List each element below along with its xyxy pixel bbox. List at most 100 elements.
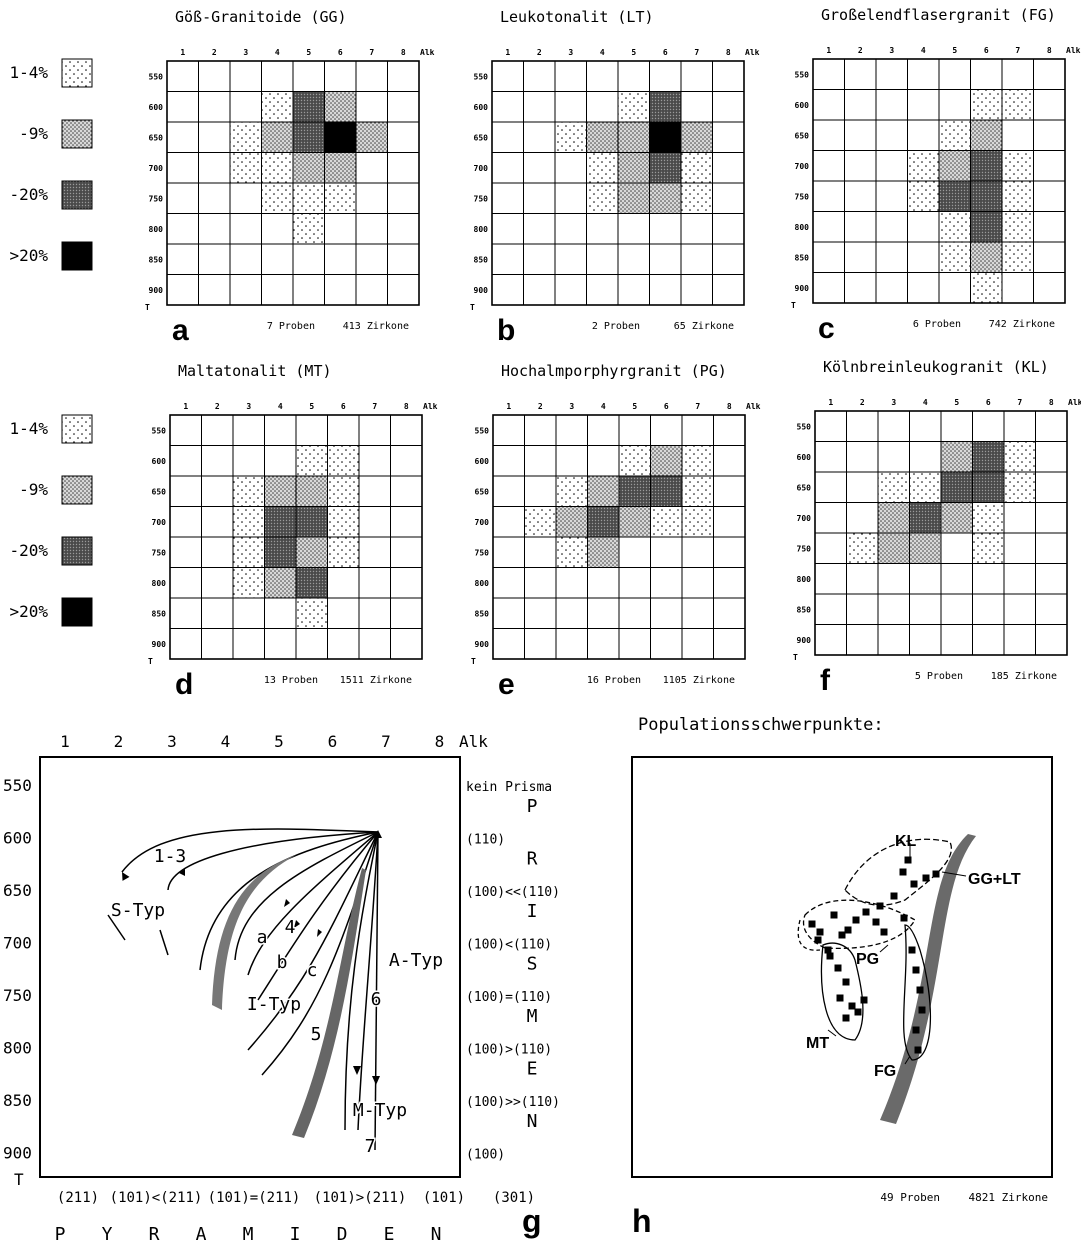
- panel-row-label: 900: [797, 636, 812, 645]
- filled-cell: [972, 441, 1005, 473]
- population-point: [910, 880, 918, 888]
- filled-cell: [264, 506, 297, 538]
- grid-cell: [812, 272, 845, 304]
- panel-col-label: 1: [505, 48, 510, 57]
- grid-cell: [812, 241, 845, 273]
- panel-row-label: 650: [795, 131, 810, 140]
- panel-col-label: 7: [1017, 398, 1022, 407]
- typology-annotation: b: [277, 952, 288, 973]
- filled-cell: [555, 536, 588, 568]
- legend-swatch-1: [61, 119, 93, 149]
- grid-cell: [907, 89, 940, 121]
- panel-col-label: 3: [568, 48, 573, 57]
- population-point: [918, 1006, 926, 1014]
- grid-panels: Göß-Granitoide (GG) 1 2 3 4 5 6 7 8 Alk 550 600 650 7…: [145, 6, 1081, 701]
- grid-cell: [844, 272, 877, 304]
- filled-cell: [938, 211, 971, 243]
- panel-row-label: 650: [152, 487, 167, 496]
- grid-cell: [523, 274, 556, 306]
- panel-col-label: 8: [1047, 46, 1052, 55]
- filled-cell: [938, 150, 971, 182]
- grid-cell: [844, 119, 877, 151]
- typology-right-letter: P: [527, 796, 538, 817]
- population-point: [836, 994, 844, 1002]
- outline-left-dashed: [797, 919, 821, 951]
- population-point: [862, 908, 870, 916]
- grid-cell: [940, 410, 973, 442]
- panel-row-label: 750: [475, 548, 490, 557]
- panel-col-label: 8: [727, 402, 732, 411]
- panel-col-unit: Alk: [420, 48, 435, 57]
- grid-cell: [617, 243, 650, 275]
- filled-cell: [587, 536, 620, 568]
- population-point: [826, 952, 834, 960]
- population-group-label: FG: [874, 1063, 896, 1080]
- panel-col-label: 7: [1015, 46, 1020, 55]
- grid-cell: [938, 58, 971, 90]
- filled-cell: [649, 152, 682, 184]
- panel-col-label: 4: [923, 398, 928, 407]
- grid-cell: [292, 274, 325, 306]
- grid-cell: [877, 593, 910, 625]
- filled-cell: [938, 180, 971, 212]
- panel-zircons: 742 Zirkone: [989, 319, 1055, 330]
- filled-cell: [295, 567, 328, 599]
- panel-row-label: 650: [475, 487, 490, 496]
- filled-cell: [292, 91, 325, 123]
- grid-cell: [524, 597, 557, 629]
- legend-label-0: 1-4%: [9, 63, 48, 82]
- panel-col-label: 2: [537, 48, 542, 57]
- legend-label-2: -20%: [9, 541, 48, 560]
- grid-cell: [812, 58, 845, 90]
- grid-cell: [355, 213, 388, 245]
- typology-annotation: 5: [311, 1024, 322, 1045]
- grid-cell: [846, 471, 879, 503]
- panel-col-label: 1: [180, 48, 185, 57]
- typology-left-tick: 750: [3, 986, 32, 1005]
- grid-cell: [166, 152, 199, 184]
- panel-row-label: 700: [475, 518, 490, 527]
- legend-swatch-0: [61, 58, 93, 88]
- trend-curve-left1: [107, 914, 126, 941]
- grid-cell: [169, 597, 202, 629]
- panel-b: Leukotonalit (LT) 1 2 3 4 5 6 7 8 Alk 550 600 650 700…: [470, 8, 760, 347]
- trend-curve-i5: [247, 831, 379, 976]
- typology-bottom-letter: P: [55, 1224, 66, 1243]
- panel-a: Göß-Granitoide (GG) 1 2 3 4 5 6 7 8 Alk 550 600 650 7…: [145, 8, 435, 347]
- population-outlines: [797, 838, 953, 1061]
- grid-cell: [390, 567, 423, 599]
- panel-row-label: 600: [474, 103, 489, 112]
- panel-row-label: 850: [474, 255, 489, 264]
- population-point: [860, 996, 868, 1004]
- panel-frame: [492, 414, 746, 660]
- grid-cell: [169, 414, 202, 446]
- grid-cell: [844, 58, 877, 90]
- grid-cell: [587, 445, 620, 477]
- grid-cell: [387, 121, 420, 153]
- population-point: [916, 986, 924, 994]
- panel-col-label: 6: [984, 46, 989, 55]
- grid-cell: [938, 89, 971, 121]
- filled-cell: [970, 241, 1003, 273]
- filled-cell: [907, 180, 940, 212]
- grid-cell: [587, 567, 620, 599]
- typology-right-letter: S: [527, 954, 538, 975]
- filled-cell: [970, 211, 1003, 243]
- grid-cell: [355, 274, 388, 306]
- grid-cell: [324, 213, 357, 245]
- typology-annotations: 1-3 S-Typ a 4 b c I-Typ 5 A-Typ 6 M-Typ 7: [109, 845, 444, 1159]
- grid-cell: [492, 628, 525, 660]
- filled-cell: [292, 152, 325, 184]
- typology-bottom-letter: R: [149, 1224, 160, 1243]
- arrow-c: [317, 929, 322, 937]
- panel-row-label: 800: [475, 579, 490, 588]
- trend-curve-i7: [247, 831, 379, 1051]
- population-zircons: 4821 Zirkone: [969, 1191, 1048, 1204]
- trend-curve-m2: [357, 831, 379, 1131]
- grid-cell: [680, 60, 713, 92]
- typology-bottom-label: (301): [493, 1190, 535, 1206]
- filled-cell: [909, 471, 942, 503]
- grid-cell: [229, 182, 262, 214]
- grid-cell: [680, 243, 713, 275]
- diagram-letter-h: h: [632, 1203, 652, 1239]
